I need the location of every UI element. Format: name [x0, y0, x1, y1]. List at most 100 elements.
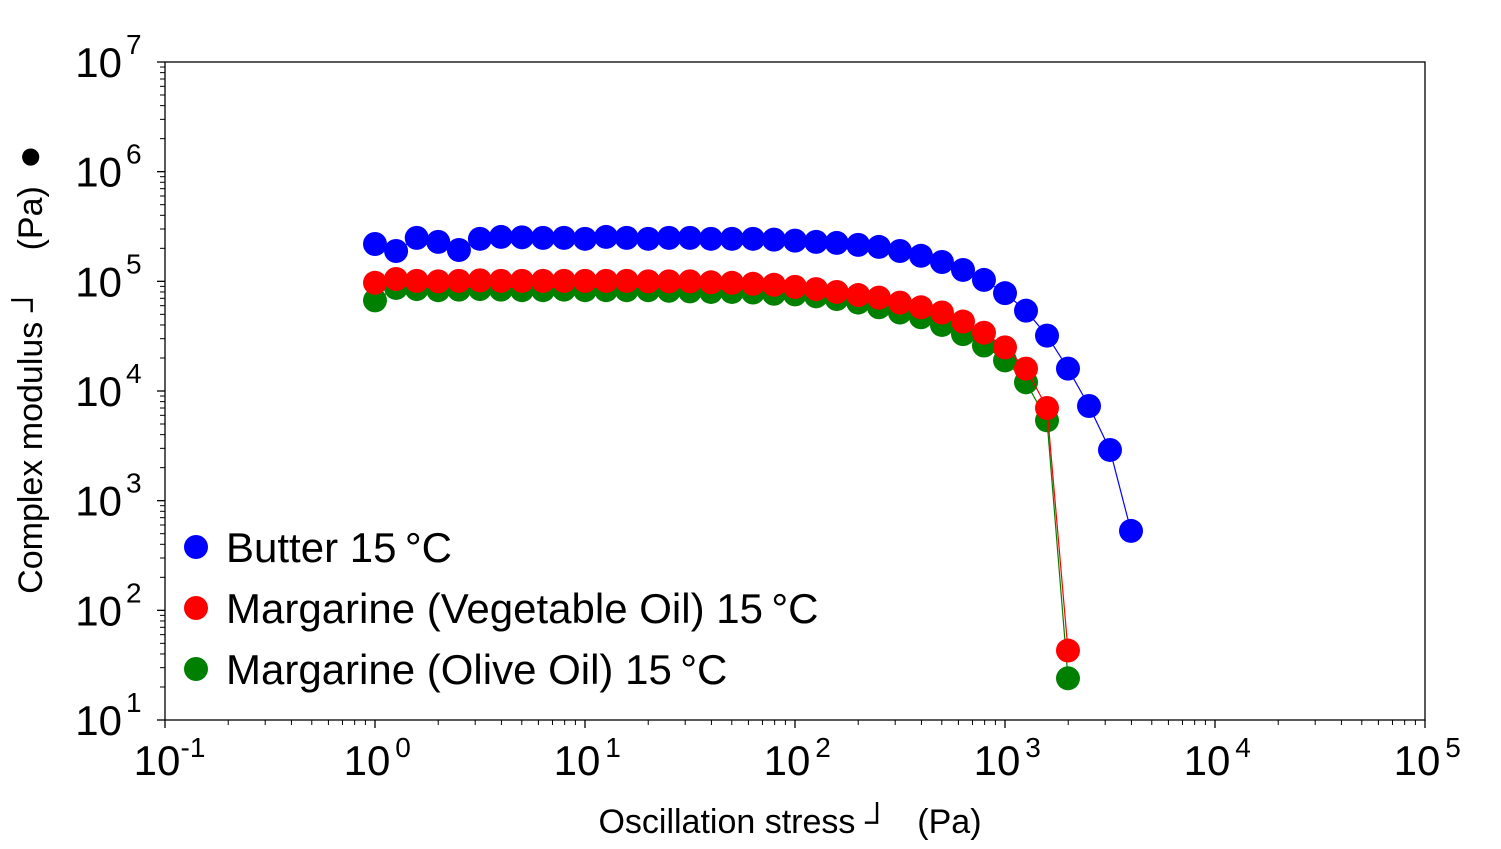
data-point	[741, 226, 766, 251]
data-point	[594, 268, 619, 293]
y-tick-exponent: 7	[126, 29, 142, 60]
x-tick-label: 10	[1184, 737, 1231, 784]
data-point	[636, 226, 661, 251]
data-point	[551, 225, 576, 250]
x-tick-exponent: 4	[1235, 732, 1251, 763]
data-point	[363, 270, 387, 295]
data-point	[866, 234, 891, 259]
y-tick-exponent: 1	[126, 687, 142, 718]
data-point	[1055, 666, 1080, 691]
y-tick-exponent: 2	[126, 577, 142, 608]
data-point	[1077, 393, 1102, 418]
data-point	[1055, 638, 1080, 663]
data-point	[677, 225, 702, 250]
x-tick-label: 10	[1394, 737, 1441, 784]
x-tick-exponent: 2	[815, 732, 831, 763]
y-tick-exponent: 3	[126, 468, 142, 499]
legend-label: Margarine (Vegetable Oil) 15 °C	[226, 585, 819, 632]
data-point	[1097, 437, 1122, 462]
x-tick-label: 10	[554, 737, 601, 784]
data-point	[426, 269, 451, 294]
data-point	[719, 226, 744, 251]
data-point	[1035, 395, 1060, 420]
data-point	[846, 283, 871, 308]
data-point	[824, 230, 849, 255]
x-tick-exponent: 1	[605, 732, 621, 763]
data-point	[488, 268, 513, 293]
data-point	[804, 277, 829, 302]
data-point	[1055, 356, 1080, 381]
data-point	[929, 250, 954, 275]
x-tick-label: 10	[134, 737, 181, 784]
data-point	[446, 268, 471, 293]
data-point	[531, 225, 556, 250]
data-point	[404, 268, 429, 293]
y-tick-label: 10	[75, 697, 122, 744]
y-tick-exponent: 4	[126, 358, 142, 389]
axes: 10 -1 10 0 10 1 10 2 10 3 10 4 10 510 110 210 310 410 510 6…	[75, 29, 1461, 784]
series	[363, 267, 1080, 663]
data-point	[1035, 323, 1060, 348]
data-point	[363, 231, 387, 256]
data-point	[887, 290, 912, 315]
data-point	[509, 268, 534, 293]
data-point	[971, 320, 996, 345]
data-point	[509, 225, 534, 250]
y-tick-label: 10	[75, 478, 122, 525]
data-point	[488, 224, 513, 249]
data-point	[656, 225, 681, 250]
data-point	[467, 268, 492, 293]
data-point	[866, 285, 891, 310]
data-point	[467, 226, 492, 251]
data-point	[846, 232, 871, 257]
x-tick-exponent: 0	[395, 732, 411, 763]
data-point	[594, 224, 619, 249]
data-point	[783, 274, 807, 299]
legend-label: Margarine (Olive Oil) 15 °C	[226, 646, 727, 693]
data-point	[614, 268, 639, 293]
data-point	[656, 269, 681, 294]
data-point	[698, 270, 723, 295]
data-point	[1118, 518, 1143, 543]
legend-marker	[184, 535, 208, 559]
data-point	[446, 238, 471, 263]
y-axis-label-symbol: ●	[7, 145, 51, 169]
x-tick-label: 10	[344, 737, 391, 784]
data-point	[573, 226, 597, 251]
legend-marker	[184, 596, 208, 620]
y-tick-label: 10	[75, 149, 122, 196]
data-point	[951, 257, 976, 282]
data-point	[384, 267, 409, 292]
data-point	[761, 227, 786, 252]
data-point	[426, 229, 451, 254]
x-tick-exponent: 5	[1445, 732, 1461, 763]
data-point	[993, 281, 1017, 306]
data-point	[1014, 356, 1039, 381]
x-tick-exponent: -1	[181, 732, 206, 763]
y-tick-exponent: 6	[126, 139, 142, 170]
y-tick-label: 10	[75, 258, 122, 305]
data-point	[761, 272, 786, 297]
data-point	[951, 309, 976, 334]
data-point	[929, 300, 954, 325]
y-tick-label: 10	[75, 39, 122, 86]
series	[363, 224, 1143, 543]
data-point	[614, 225, 639, 250]
x-tick-exponent: 3	[1025, 732, 1041, 763]
y-axis-label: Complex modulus ┘ (Pa)	[11, 186, 50, 594]
legend-marker	[184, 657, 208, 681]
data-point	[908, 243, 933, 268]
data-point	[404, 225, 429, 250]
x-axis-label: Oscillation stress ┘ (Pa)	[598, 802, 981, 841]
y-tick-label: 10	[75, 587, 122, 634]
data-point	[804, 229, 829, 254]
data-point	[636, 269, 661, 294]
y-tick-label: 10	[75, 368, 122, 415]
x-tick-label: 10	[974, 737, 1021, 784]
plot-marks	[363, 224, 1143, 691]
data-point	[971, 267, 996, 292]
data-point	[1014, 298, 1039, 323]
data-point	[531, 268, 556, 293]
data-point	[363, 288, 387, 313]
